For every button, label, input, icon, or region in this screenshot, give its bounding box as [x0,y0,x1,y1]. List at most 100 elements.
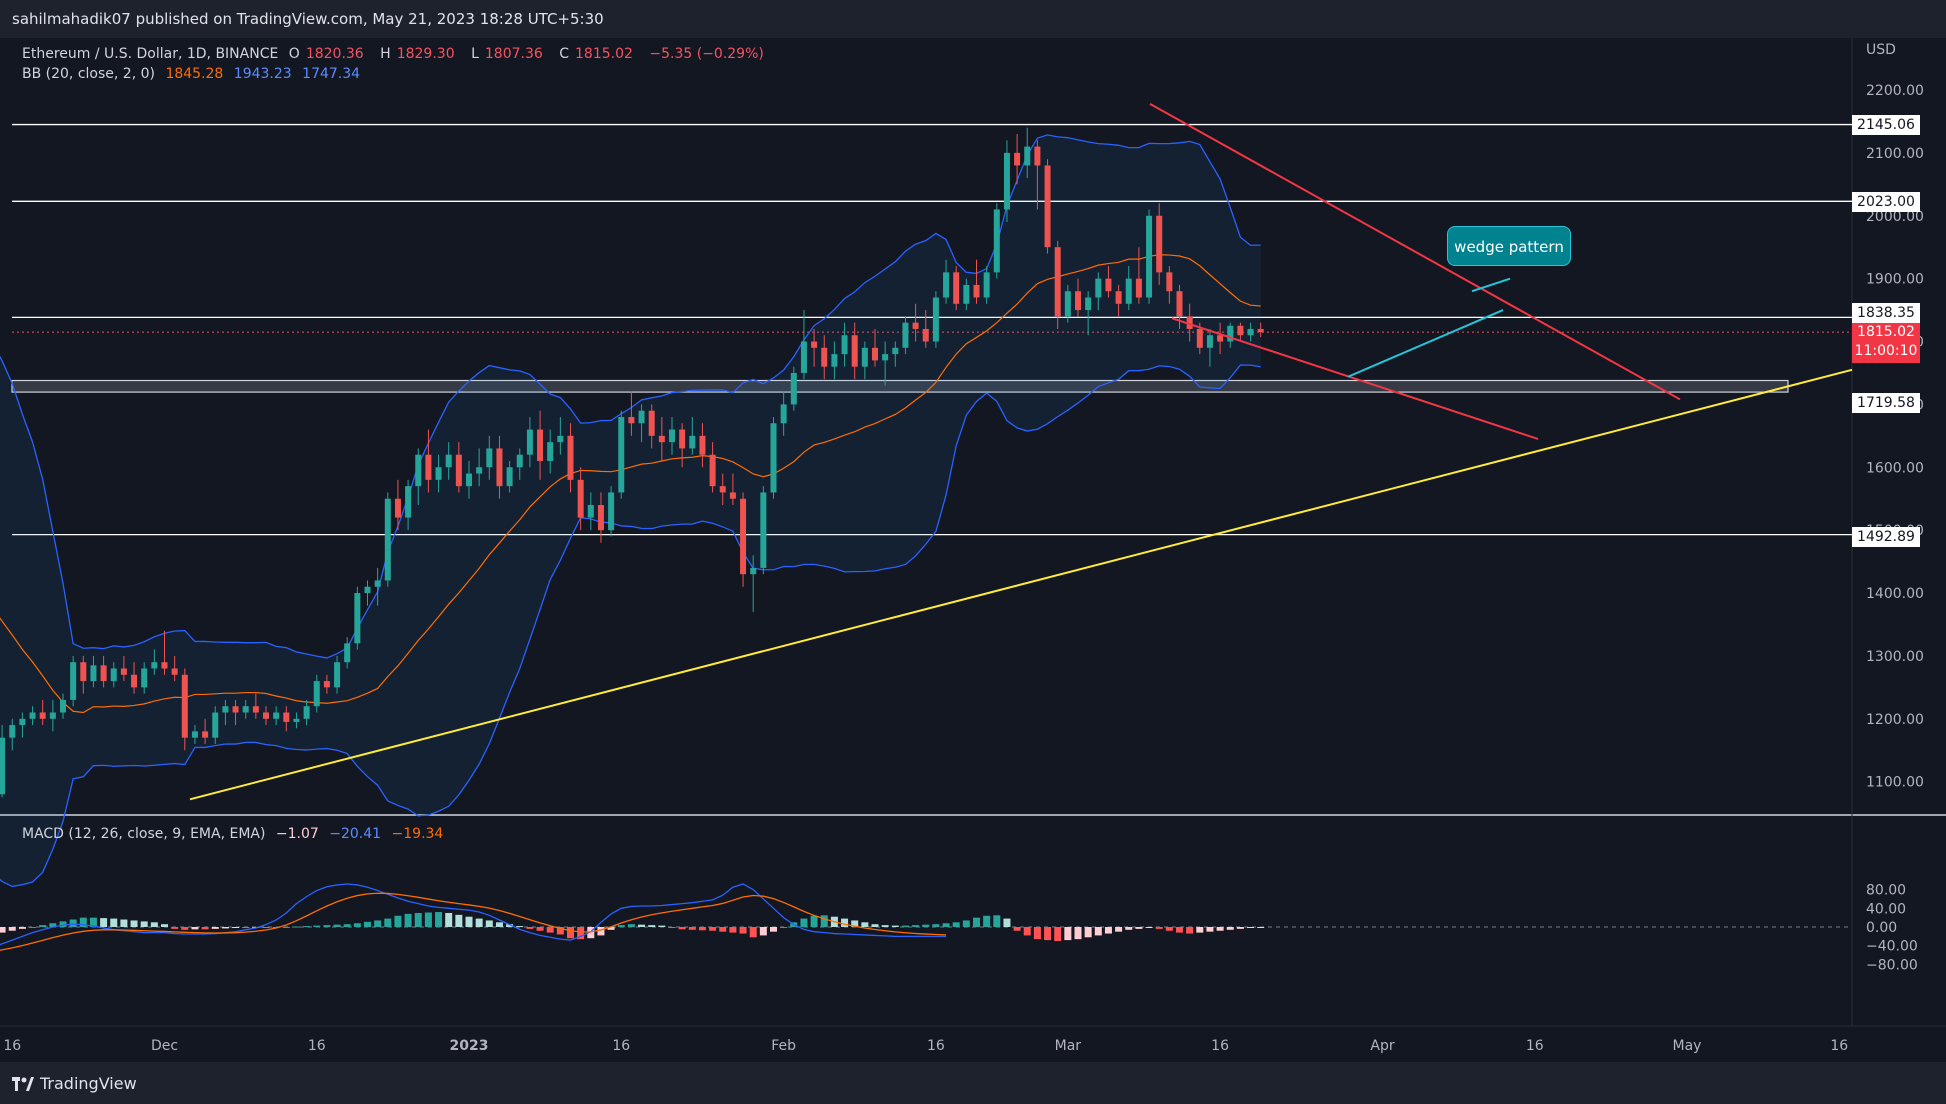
candle-body[interactable] [658,435,665,443]
candle-body[interactable] [1064,291,1071,317]
candle-body[interactable] [405,486,412,518]
candle-body[interactable] [242,706,249,713]
candle-body[interactable] [1196,328,1203,348]
candle-body[interactable] [1105,278,1112,292]
candle-body[interactable] [425,454,432,480]
candle-body[interactable] [902,322,909,348]
candle-body[interactable] [212,712,219,738]
symbol-title[interactable]: Ethereum / U.S. Dollar, 1D, BINANCE [22,46,279,62]
candle-body[interactable] [394,498,401,518]
candle-body[interactable] [963,284,970,304]
candle-body[interactable] [90,665,97,682]
candle-body[interactable] [648,410,655,436]
candle-body[interactable] [608,492,615,531]
candle-body[interactable] [506,467,513,487]
candle-body[interactable] [1044,165,1051,248]
candle-body[interactable] [831,354,838,367]
candle-body[interactable] [354,593,361,644]
candle-body[interactable] [740,498,747,575]
bb-lower-line[interactable] [0,364,1261,888]
candle-body[interactable] [80,662,87,682]
candle-body[interactable] [638,410,645,424]
candle-body[interactable] [131,674,138,688]
candle-body[interactable] [151,662,158,669]
candle-body[interactable] [445,454,452,468]
candle-body[interactable] [800,341,807,373]
candle-body[interactable] [1014,152,1021,166]
candle-body[interactable] [232,706,239,713]
candle-body[interactable] [1237,325,1244,336]
candle-body[interactable] [191,731,198,738]
candle-body[interactable] [100,665,107,682]
candle-body[interactable] [547,442,554,461]
candle-body[interactable] [861,347,868,367]
candle-body[interactable] [1125,278,1132,304]
candle-body[interactable] [729,492,736,499]
candle-body[interactable] [435,467,442,480]
candle-body[interactable] [526,429,533,455]
macd-signal-line[interactable] [0,892,947,952]
candle-body[interactable] [344,643,351,663]
candle-body[interactable] [709,454,716,487]
candle-body[interactable] [273,712,280,719]
candle-body[interactable] [1034,146,1041,166]
candle-body[interactable] [669,429,675,443]
candle-body[interactable] [932,297,939,342]
candle-body[interactable] [993,209,1000,273]
candle-body[interactable] [841,335,848,355]
candle-body[interactable] [466,473,472,487]
candle-body[interactable] [750,567,757,575]
candle-body[interactable] [628,416,635,424]
candle-body[interactable] [851,335,858,367]
candle-body[interactable] [486,448,493,468]
candle-body[interactable] [252,706,259,713]
candle-body[interactable] [1217,335,1224,342]
candle-body[interactable] [516,454,523,468]
candle-body[interactable] [364,586,371,594]
candle-body[interactable] [1003,152,1010,210]
candle-body[interactable] [1075,291,1081,311]
candle-body[interactable] [983,272,990,298]
candle-body[interactable] [618,416,625,493]
wedge-pattern-callout[interactable]: wedge pattern [1447,226,1571,266]
candle-body[interactable] [882,354,889,361]
candle-body[interactable] [313,681,320,707]
candle-body[interactable] [567,435,574,480]
candle-body[interactable] [1166,272,1173,292]
candle-body[interactable] [1135,278,1142,298]
wedge-lower-line[interactable] [1171,317,1539,440]
candle-body[interactable] [19,718,26,726]
macd-label[interactable]: MACD (12, 26, close, 9, EMA, EMA) [22,826,266,842]
cyan-support-line[interactable] [1347,309,1504,378]
candle-body[interactable] [892,347,899,355]
candle-body[interactable] [1247,328,1254,336]
candle-body[interactable] [790,372,797,405]
yellow-trendline[interactable] [189,368,1853,801]
candle-body[interactable] [120,668,127,675]
candle-body[interactable] [760,492,767,568]
candle-body[interactable] [222,706,229,713]
candle-body[interactable] [496,448,503,487]
tradingview-logo[interactable]: TradingView [12,1074,137,1093]
candle-body[interactable] [415,454,422,487]
candle-body[interactable] [577,479,584,518]
candle-body[interactable] [1146,215,1153,298]
candle-body[interactable] [1054,247,1061,317]
candle-body[interactable] [141,668,148,688]
candle-body[interactable] [181,674,188,738]
candle-body[interactable] [60,699,66,713]
candle-body[interactable] [780,404,787,424]
candle-body[interactable] [110,668,117,682]
macd-line[interactable] [0,883,947,963]
candle-body[interactable] [293,718,300,722]
candle-body[interactable] [943,272,950,298]
candle-body[interactable] [29,712,36,719]
candle-body[interactable] [476,467,483,474]
candle-body[interactable] [263,712,269,719]
candle-body[interactable] [557,435,564,443]
wedge-upper-line[interactable] [1149,102,1681,401]
candle-body[interactable] [872,347,878,361]
candle-body[interactable] [1176,291,1183,317]
candle-body[interactable] [334,662,341,688]
candle-body[interactable] [811,341,818,348]
